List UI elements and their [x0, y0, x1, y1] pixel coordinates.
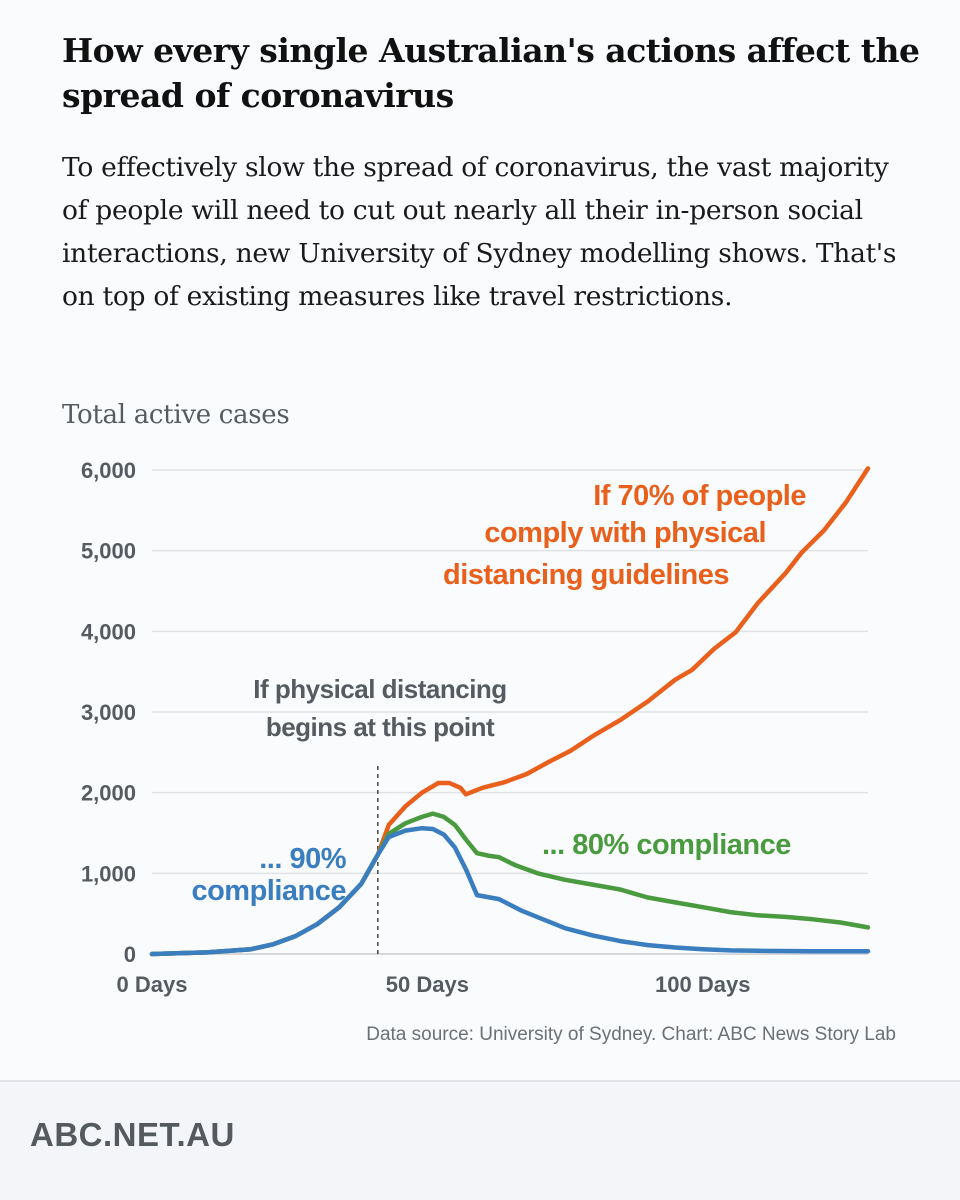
series-line-blue	[149, 825, 871, 957]
y-axis-label: Total active cases	[62, 400, 290, 430]
chart-subtitle: To effectively slow the spread of corona…	[62, 152, 897, 312]
site-brand[interactable]: ABC.NET.AU	[30, 1116, 235, 1153]
y-tick-label: 4,000	[81, 619, 136, 644]
y-tick-label: 6,000	[81, 458, 136, 483]
series-label-orange: comply with physical	[484, 517, 766, 549]
x-tick-label: 50 Days	[386, 972, 469, 997]
chart-title: How every single Australian's actions af…	[62, 31, 920, 115]
x-tick-label: 0 Days	[117, 972, 188, 997]
footer-bar: ABC.NET.AU	[0, 1082, 960, 1200]
line-chart: 0 1,000 2,000 3,000 4,000 5,000 6,000 0 Days 50 …	[81, 458, 871, 997]
series-label-orange: If 70% of people	[593, 480, 806, 512]
series-label-orange: distancing guidelines	[443, 559, 729, 591]
marker-annotation: If physical distancing	[253, 674, 506, 704]
chart-card: How every single Australian's actions af…	[0, 31, 960, 1082]
series-label-green: ... 80% compliance	[542, 829, 791, 861]
y-tick-label: 2,000	[81, 781, 136, 806]
series-label-blue: ... 90%	[259, 843, 346, 875]
marker-annotation: begins at this point	[266, 712, 495, 742]
y-tick-label: 1,000	[81, 861, 136, 886]
series-label-blue: compliance	[191, 875, 346, 907]
y-tick-label: 0	[124, 942, 136, 967]
y-tick-label: 3,000	[81, 700, 136, 725]
data-source: Data source: University of Sydney. Chart…	[366, 1024, 896, 1045]
x-tick-label: 100 Days	[655, 972, 750, 997]
y-tick-label: 5,000	[81, 539, 136, 564]
